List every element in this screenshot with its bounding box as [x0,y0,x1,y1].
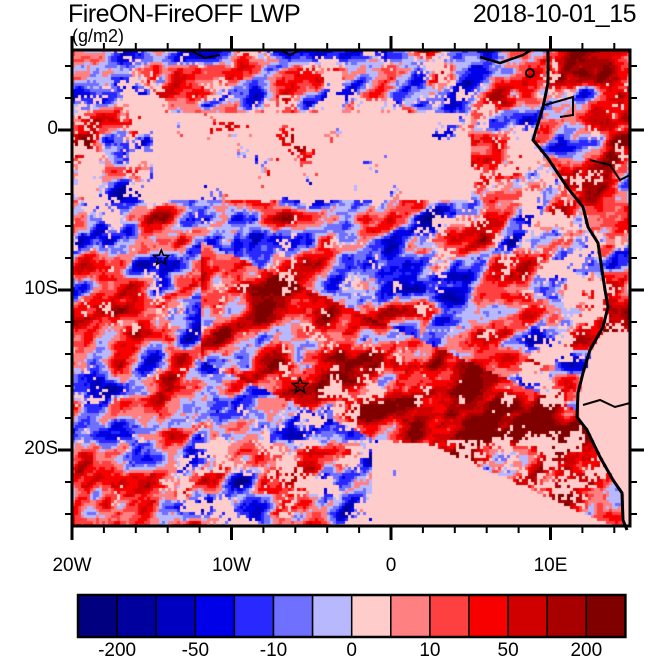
colorbar-swatch [507,594,548,638]
colorbar-swatch [311,594,353,638]
colorbar-swatch [350,594,392,638]
map-frame [70,48,632,528]
units-label: (g/m2) [72,26,125,46]
colorbar-label: -10 [259,640,288,661]
lon-tick-label: 10E [533,555,568,576]
lat-tick-label: 0 [47,118,58,139]
lon-tick-label: 10W [211,555,252,576]
colorbar-swatch [116,594,157,638]
colorbar-swatch [585,594,627,638]
star-marker-icon [151,247,171,267]
lon-tick-label: 20W [52,555,92,576]
colorbar-swatch [468,594,509,638]
star-marker-icon [290,375,310,395]
colorbar-label: 200 [570,640,603,661]
colorbar-label: 50 [497,640,519,661]
colorbar-swatch [272,594,314,638]
colorbar-swatch [233,594,275,638]
colorbar-swatch [155,594,197,638]
country-border [582,398,631,409]
country-border [589,159,631,182]
africa-coastline [531,50,629,531]
plot-title: FireON-FireOFF LWP [68,0,301,28]
country-border [544,95,574,118]
colorbar-label: 0 [346,640,357,661]
colorbar-label: -200 [98,640,137,661]
lat-tick-label: 20S [24,438,58,459]
colorbar-swatch [390,594,431,638]
bioko-island [525,68,535,78]
colorbar-swatch [429,594,470,638]
lon-tick-label: 0 [385,555,397,576]
colorbar-swatch [546,594,588,638]
gulf-of-guinea-coastline [479,48,532,65]
colorbar-label: -50 [181,640,210,661]
west-africa-coastline [279,49,301,57]
colorbar-swatch [194,594,236,638]
colorbar-label: 10 [419,640,441,661]
datetime-label: 2018-10-01_15 [472,0,637,28]
lat-tick-label: 10S [24,278,58,299]
colorbar-swatch [77,594,118,638]
colorbar-frame [76,593,627,639]
west-africa-coastline [189,49,221,60]
